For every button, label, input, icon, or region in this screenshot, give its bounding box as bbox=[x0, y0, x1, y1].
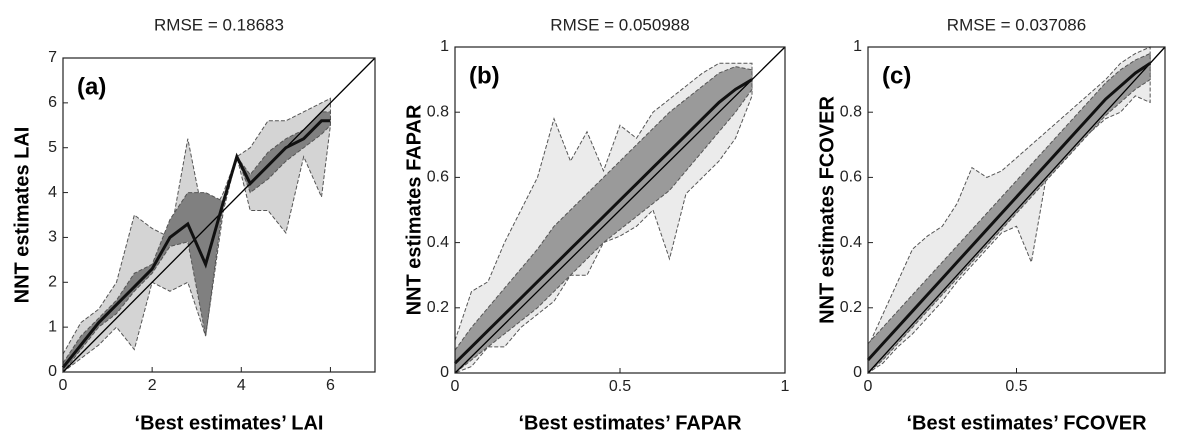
y-tick-label: 0 bbox=[48, 363, 57, 380]
identity-line bbox=[867, 46, 1166, 374]
x-tick-label: 6 bbox=[326, 377, 335, 394]
y-tick-label: 0.2 bbox=[427, 299, 449, 316]
panel-label: (c) bbox=[882, 62, 911, 89]
y-tick-label: 0.6 bbox=[840, 169, 862, 186]
median-line bbox=[61, 119, 331, 369]
band bbox=[867, 52, 1151, 375]
x-tick-label: 2 bbox=[148, 377, 157, 394]
median-line bbox=[453, 78, 753, 365]
y-tick-label: 6 bbox=[48, 94, 57, 111]
y-tick-label: 1 bbox=[48, 318, 57, 335]
chart-title: RMSE = 0.18683 bbox=[154, 15, 284, 34]
x-tick-label: 0 bbox=[59, 377, 68, 394]
median-line bbox=[866, 62, 1151, 361]
y-tick-label: 1 bbox=[440, 38, 449, 55]
y-axis-label: NNT estimates FCOVER bbox=[816, 96, 838, 324]
y-axis-label: NNT estimates FAPAR bbox=[403, 104, 425, 315]
x-tick-label: 0.5 bbox=[1005, 378, 1027, 395]
y-tick-label: 4 bbox=[48, 184, 57, 201]
y-tick-label: 0.6 bbox=[427, 169, 449, 186]
y-tick-label: 0 bbox=[440, 364, 449, 381]
x-axis-label: ‘Best estimates’ FCOVER bbox=[906, 412, 1147, 434]
y-tick-label: 5 bbox=[48, 139, 57, 156]
chart-title: RMSE = 0.050988 bbox=[550, 15, 689, 34]
x-axis-label: ‘Best estimates’ FAPAR bbox=[518, 412, 742, 434]
y-tick-label: 1 bbox=[853, 38, 862, 55]
panel-label: (a) bbox=[77, 73, 106, 100]
chart-title: RMSE = 0.037086 bbox=[947, 15, 1086, 34]
y-tick-label: 2 bbox=[48, 274, 57, 291]
x-tick-label: 0 bbox=[451, 378, 460, 395]
y-tick-label: 0.8 bbox=[840, 103, 862, 120]
x-axis-label: ‘Best estimates’ LAI bbox=[135, 412, 324, 434]
y-tick-label: 0 bbox=[853, 364, 862, 381]
identity-line bbox=[454, 46, 786, 374]
panel-label: (b) bbox=[469, 62, 500, 89]
x-tick-label: 1 bbox=[781, 378, 790, 395]
y-tick-label: 0.4 bbox=[840, 234, 862, 251]
plot-frame bbox=[62, 57, 376, 373]
x-tick-label: 4 bbox=[237, 377, 246, 394]
y-tick-label: 3 bbox=[48, 229, 57, 246]
x-tick-label: 0.5 bbox=[609, 378, 631, 395]
y-tick-label: 0.8 bbox=[427, 103, 449, 120]
y-tick-label: 0.2 bbox=[840, 299, 862, 316]
y-tick-label: 7 bbox=[48, 49, 57, 66]
y-axis-label: NNT estimates LAI bbox=[11, 127, 33, 304]
x-tick-label: 0 bbox=[864, 378, 873, 395]
y-tick-label: 0.4 bbox=[427, 234, 449, 251]
